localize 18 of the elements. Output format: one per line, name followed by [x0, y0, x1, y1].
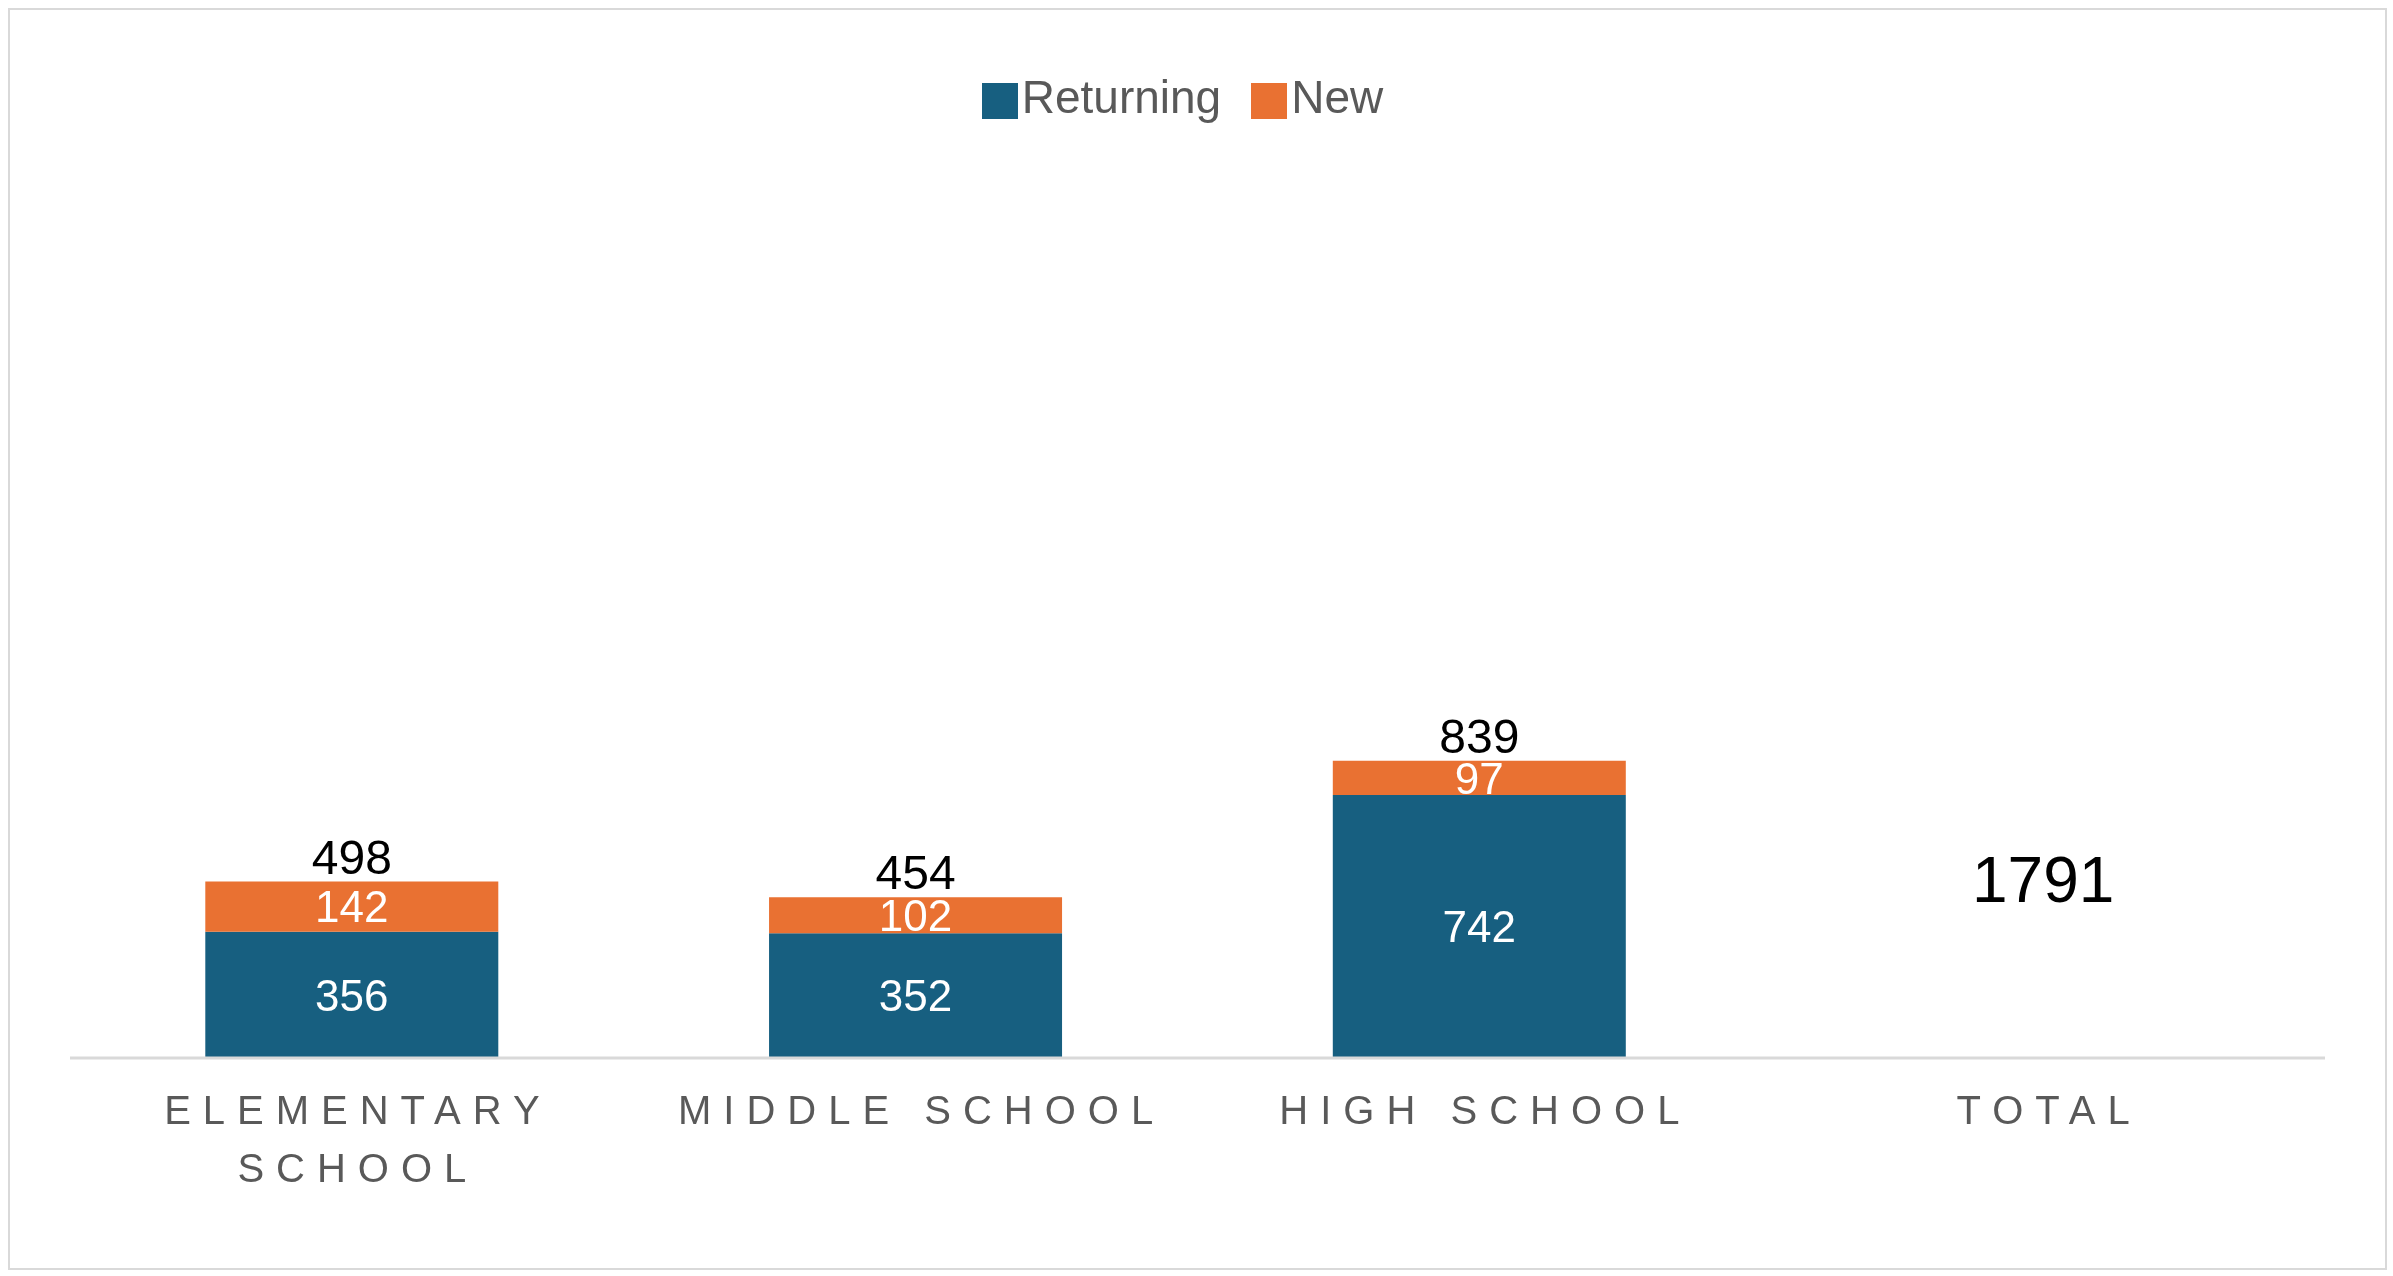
total-label: 498 — [311, 830, 392, 884]
bar — [769, 933, 1063, 1058]
x-tick-label: MIDDLE SCHOOL — [678, 1088, 1166, 1132]
x-tick-label: ELEMENTARY SCHOOL — [164, 1088, 552, 1190]
x-tick-label: TOTAL — [1956, 1088, 2142, 1132]
bar — [1332, 795, 1626, 1058]
legend-label: New — [1291, 71, 1384, 123]
data-label: 742 — [1442, 902, 1517, 952]
data-label: 352 — [878, 971, 953, 1021]
bar — [769, 897, 1063, 934]
bar — [1332, 760, 1626, 796]
legend-label: Returning — [1021, 71, 1222, 123]
bar — [205, 881, 499, 932]
x-tick-label: HIGH SCHOOL — [1279, 1088, 1692, 1132]
data-label: 356 — [315, 970, 389, 1020]
data-label: 142 — [315, 882, 389, 932]
annotation: 1791 — [1971, 844, 2115, 917]
bar — [205, 931, 499, 1058]
